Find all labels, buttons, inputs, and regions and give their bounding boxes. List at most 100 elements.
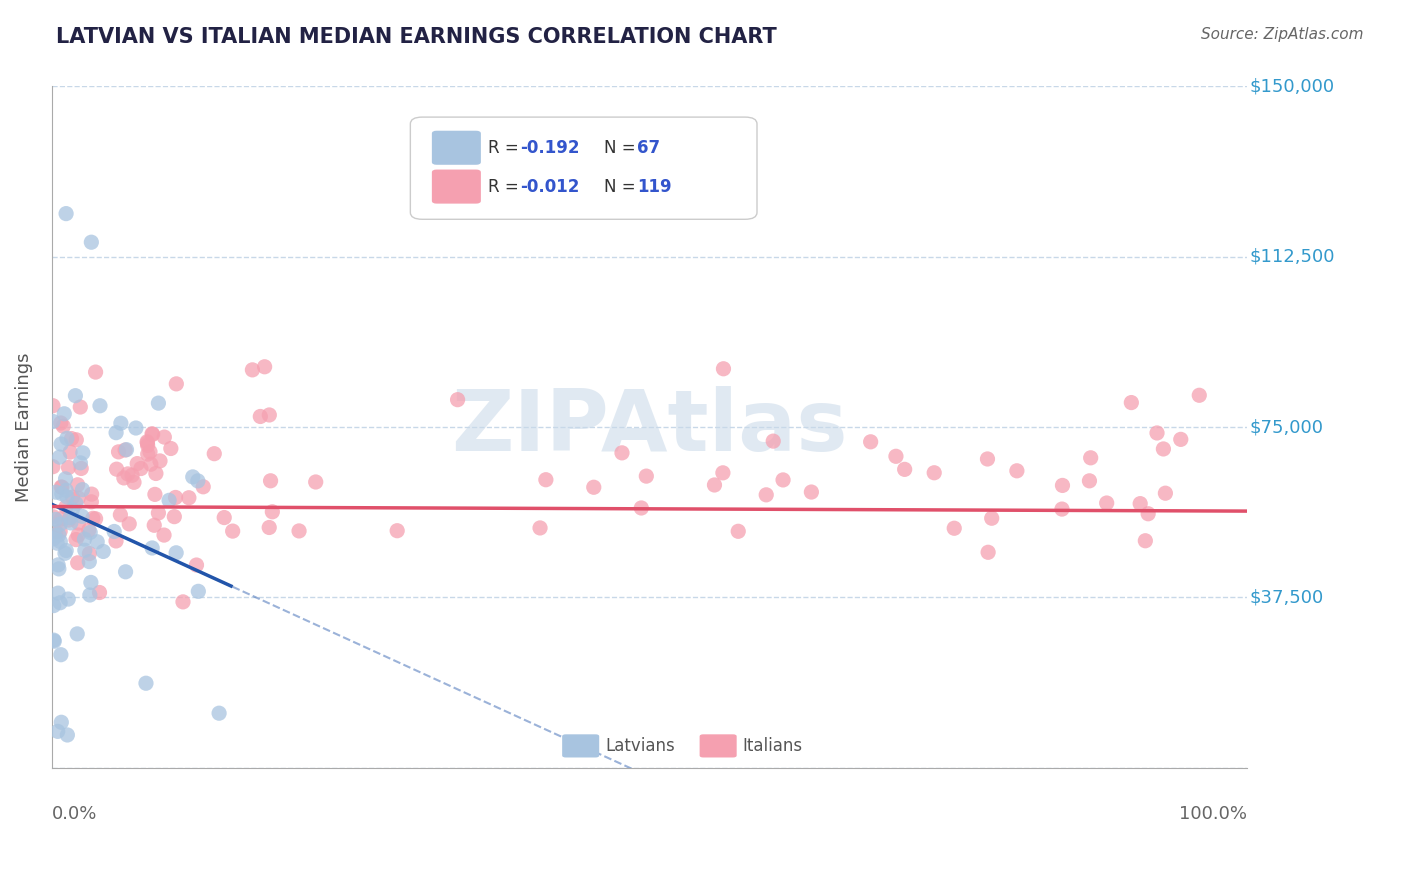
Point <box>153 430 176 444</box>
Point <box>1137 507 1160 521</box>
Point <box>257 520 280 534</box>
Point <box>110 416 132 430</box>
Point <box>636 469 658 483</box>
Point <box>534 473 557 487</box>
Point <box>72 446 94 460</box>
Point <box>45 524 67 539</box>
Point <box>1152 442 1174 456</box>
Point <box>153 528 176 542</box>
Point <box>610 446 633 460</box>
Point <box>45 485 67 500</box>
Text: Italians: Italians <box>742 737 803 755</box>
Point <box>69 456 91 470</box>
Point <box>977 545 1000 559</box>
Point <box>1188 388 1211 402</box>
Point <box>114 443 136 458</box>
Point <box>1050 502 1073 516</box>
Point <box>221 524 243 538</box>
Point <box>59 516 82 530</box>
Point <box>49 480 72 494</box>
Point <box>72 483 94 497</box>
Point <box>1154 486 1177 500</box>
Point <box>582 480 605 494</box>
Point <box>67 491 90 505</box>
Point <box>79 555 101 569</box>
Point <box>249 409 271 424</box>
Point <box>65 433 87 447</box>
Point <box>52 419 75 434</box>
FancyBboxPatch shape <box>432 131 481 165</box>
Point <box>89 399 111 413</box>
Point <box>59 445 82 459</box>
Point <box>91 544 114 558</box>
Point <box>922 466 945 480</box>
FancyBboxPatch shape <box>562 734 599 757</box>
Point <box>980 511 1002 525</box>
Point <box>66 477 89 491</box>
Point <box>46 724 69 739</box>
Text: N =: N = <box>605 178 641 195</box>
Point <box>165 376 187 391</box>
Point <box>55 483 77 498</box>
Point <box>202 447 225 461</box>
Point <box>42 414 65 428</box>
Point <box>136 447 159 461</box>
Point <box>80 487 103 501</box>
Point <box>46 536 69 550</box>
Point <box>51 486 73 500</box>
Point <box>46 586 69 600</box>
Point <box>1052 478 1074 492</box>
Point <box>259 474 281 488</box>
Point <box>44 634 66 648</box>
Point <box>89 585 111 599</box>
Point <box>1135 533 1157 548</box>
Point <box>186 558 208 572</box>
Point <box>884 450 907 464</box>
Text: Latvians: Latvians <box>605 737 675 755</box>
Point <box>58 592 80 607</box>
Point <box>79 588 101 602</box>
FancyBboxPatch shape <box>432 169 481 203</box>
Point <box>143 487 166 501</box>
Point <box>165 546 187 560</box>
Point <box>136 438 159 452</box>
Point <box>1146 425 1168 440</box>
Point <box>129 461 152 475</box>
Point <box>84 512 107 526</box>
Point <box>42 509 65 524</box>
Point <box>172 595 194 609</box>
Point <box>49 416 72 430</box>
Point <box>1121 395 1143 409</box>
Point <box>103 524 125 539</box>
Point <box>385 524 408 538</box>
Point <box>58 513 80 527</box>
Point <box>859 434 882 449</box>
Text: $75,000: $75,000 <box>1250 418 1323 436</box>
Point <box>48 562 70 576</box>
Point <box>107 445 129 459</box>
Text: $37,500: $37,500 <box>1250 589 1323 607</box>
Point <box>135 676 157 690</box>
Y-axis label: Median Earnings: Median Earnings <box>15 352 32 502</box>
Point <box>121 468 143 483</box>
Point <box>893 462 915 476</box>
Point <box>112 471 135 485</box>
Text: R =: R = <box>488 178 524 195</box>
Point <box>86 534 108 549</box>
Text: -0.012: -0.012 <box>520 178 579 195</box>
Point <box>143 518 166 533</box>
Text: R =: R = <box>488 139 524 157</box>
Point <box>42 532 65 546</box>
Point <box>49 512 72 526</box>
Point <box>105 462 128 476</box>
Point <box>55 500 77 515</box>
Point <box>976 452 998 467</box>
Point <box>53 407 76 421</box>
Point <box>60 502 83 516</box>
Point <box>56 728 79 742</box>
Point <box>79 547 101 561</box>
Point <box>148 396 170 410</box>
Point <box>42 633 65 648</box>
Point <box>142 427 165 442</box>
Point <box>55 472 77 486</box>
